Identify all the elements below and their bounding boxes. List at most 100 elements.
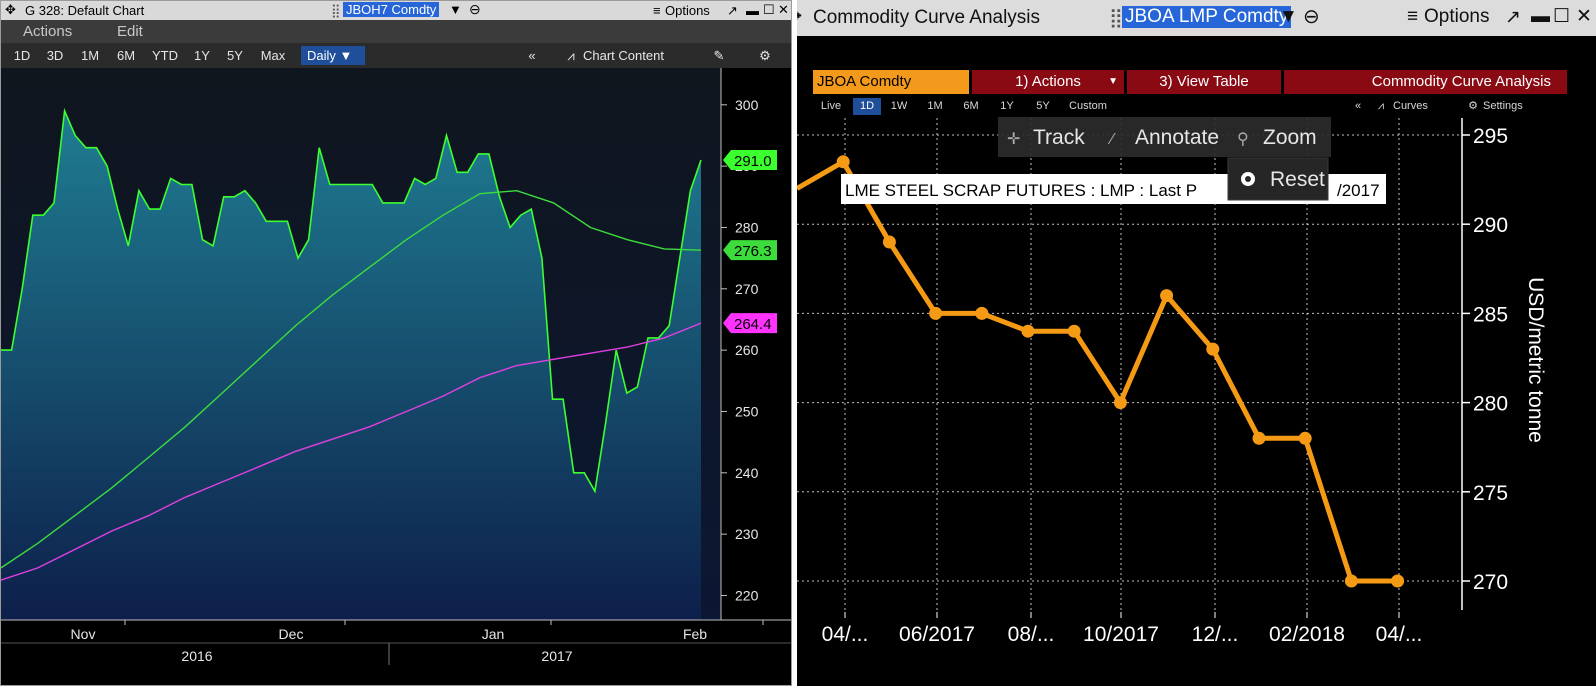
- annotate-button[interactable]: Annotate: [1135, 126, 1219, 149]
- y-tick-label: 280: [1473, 393, 1508, 416]
- period-1d[interactable]: 1D: [13, 48, 31, 63]
- security-button[interactable]: JBOA Comdty: [813, 70, 969, 94]
- close-icon[interactable]: ✕: [778, 2, 789, 17]
- x-tick-label: 04/...: [822, 623, 869, 646]
- curve-point[interactable]: [1160, 289, 1174, 303]
- options-icon: ≡: [653, 3, 661, 18]
- period-6m[interactable]: 6M: [963, 100, 979, 112]
- collapse-icon[interactable]: «: [528, 48, 536, 63]
- period-1w[interactable]: 1W: [890, 100, 908, 112]
- x-tick-label: 08/...: [1008, 623, 1055, 646]
- curve-point[interactable]: [1252, 431, 1266, 445]
- curve-point[interactable]: [882, 235, 896, 249]
- curve-point[interactable]: [929, 306, 943, 320]
- period-1m[interactable]: 1M: [927, 100, 943, 112]
- period-custom[interactable]: Custom: [1069, 100, 1107, 112]
- ticker-field[interactable]: JBOA LMP Comdty: [1122, 6, 1292, 28]
- y-tick-label: 280: [735, 219, 759, 235]
- grid-lines: [797, 118, 1462, 612]
- curve-point[interactable]: [1113, 396, 1127, 410]
- close-icon[interactable]: ✕: [1576, 6, 1592, 27]
- curve-point[interactable]: [1391, 574, 1405, 588]
- settings-button[interactable]: Settings: [1483, 100, 1523, 112]
- collapse-icon[interactable]: «: [1354, 100, 1362, 112]
- menu-edit[interactable]: Edit: [117, 23, 143, 40]
- curve-point[interactable]: [1298, 431, 1312, 445]
- period-1y[interactable]: 1Y: [1000, 100, 1014, 112]
- x-axis: 04/... 06/2017 08/... 10/2017 12/... 02/2018 0…: [822, 612, 1422, 646]
- y-axis: 220230240250260270280290300: [721, 97, 759, 603]
- period-ytd[interactable]: YTD: [152, 48, 178, 63]
- year-label: 2017: [541, 648, 572, 664]
- frequency-label: Daily: [307, 48, 336, 63]
- reset-button[interactable]: Reset: [1270, 168, 1325, 191]
- y-tick-label: 220: [735, 587, 759, 603]
- period-live[interactable]: Live: [820, 100, 842, 112]
- price-line: [1, 107, 702, 494]
- curve-point[interactable]: [1206, 342, 1220, 356]
- curve-point[interactable]: [975, 306, 989, 320]
- ticker-grip-icon: ⣿: [331, 3, 341, 18]
- pin-icon[interactable]: ↗: [727, 3, 738, 18]
- options-menu[interactable]: Options: [1424, 6, 1490, 27]
- left-period-toolbar: 1D 3D 1M 6M YTD 1Y 5Y Max Daily ▼ « ⩘ Ch…: [1, 43, 791, 68]
- curve-line: [797, 159, 1398, 584]
- link-icon[interactable]: ⊖: [469, 1, 481, 17]
- curve-point[interactable]: [1021, 324, 1035, 338]
- price-area-layer: [1, 110, 701, 621]
- curve-point[interactable]: [1344, 574, 1358, 588]
- maximize-icon[interactable]: ☐: [1553, 6, 1571, 27]
- curve-point[interactable]: [836, 155, 850, 169]
- period-5y[interactable]: 5Y: [227, 48, 243, 63]
- period-max[interactable]: Max: [260, 48, 286, 63]
- left-price-chart[interactable]: 220230240250260270280290300 NovDecJanFeb…: [1, 68, 792, 686]
- x-tick-label: Feb: [683, 626, 707, 642]
- left-title-bar: ✥ G 328: Default Chart ⣿ JBOH7 Comdty ▼ …: [1, 1, 791, 20]
- minimize-icon[interactable]: ▬: [1531, 6, 1550, 27]
- period-1m[interactable]: 1M: [80, 48, 100, 63]
- curve-point[interactable]: [1067, 324, 1081, 338]
- curves-button[interactable]: Curves: [1393, 100, 1428, 112]
- frequency-dropdown[interactable]: Daily ▼: [301, 46, 365, 65]
- moving-average-magenta-line: [1, 322, 702, 581]
- period-5y[interactable]: 5Y: [1036, 100, 1050, 112]
- settings-gear-icon: ⚙: [1468, 100, 1478, 112]
- tooltip-text: LME STEEL SCRAP FUTURES : LMP : Last P: [845, 181, 1197, 200]
- x-tick-label: Jan: [482, 626, 505, 642]
- minimize-icon[interactable]: ▬: [746, 3, 759, 18]
- actions-button[interactable]: 1) Actions ▼: [972, 70, 1124, 94]
- zoom-button[interactable]: Zoom: [1263, 126, 1317, 149]
- curve-chart[interactable]: 270 275 280 285 290 295 04/... 06/2017 08/... 10…: [797, 0, 1596, 686]
- x-tick-label: 06/2017: [899, 623, 975, 646]
- ticker-dropdown-icon[interactable]: ▼: [1279, 6, 1298, 27]
- move-icon[interactable]: ✥: [5, 2, 16, 17]
- options-menu[interactable]: Options: [665, 3, 710, 18]
- period-6m[interactable]: 6M: [116, 48, 136, 63]
- menu-actions[interactable]: Actions: [23, 23, 73, 40]
- track-button[interactable]: Track: [1033, 126, 1085, 149]
- ticker-field[interactable]: JBOH7 Comdty: [343, 2, 440, 17]
- link-icon[interactable]: ⊖: [1303, 6, 1320, 28]
- chart-content-button[interactable]: Chart Content: [583, 48, 664, 63]
- curves-icon: ⩘: [1377, 100, 1385, 112]
- y-tick-label: 250: [735, 403, 759, 419]
- price-tag-label: 264.4: [734, 316, 772, 333]
- period-3d[interactable]: 3D: [46, 48, 64, 63]
- x-tick-label: 10/2017: [1083, 623, 1159, 646]
- x-tick-label: 02/2018: [1269, 623, 1345, 646]
- y-tick-label: 270: [1473, 571, 1508, 594]
- y-tick-label: 230: [735, 526, 759, 542]
- period-1d[interactable]: 1D: [853, 98, 881, 115]
- annotate-icon: ⁄: [1107, 131, 1116, 148]
- year-label: 2016: [181, 648, 212, 664]
- maximize-icon[interactable]: ☐: [763, 2, 775, 17]
- function-title-button[interactable]: Commodity Curve Analysis: [1284, 70, 1567, 94]
- period-1y[interactable]: 1Y: [194, 48, 210, 63]
- window-title: Commodity Curve Analysis: [813, 7, 1041, 28]
- ticker-dropdown-icon[interactable]: ▼: [449, 2, 462, 17]
- edit-chart-icon[interactable]: ✎: [713, 48, 725, 63]
- pin-icon[interactable]: ↗: [1505, 7, 1521, 28]
- move-icon[interactable]: ✥: [797, 6, 802, 27]
- settings-gear-icon[interactable]: ⚙: [759, 48, 771, 63]
- view-table-button[interactable]: 3) View Table: [1127, 70, 1281, 94]
